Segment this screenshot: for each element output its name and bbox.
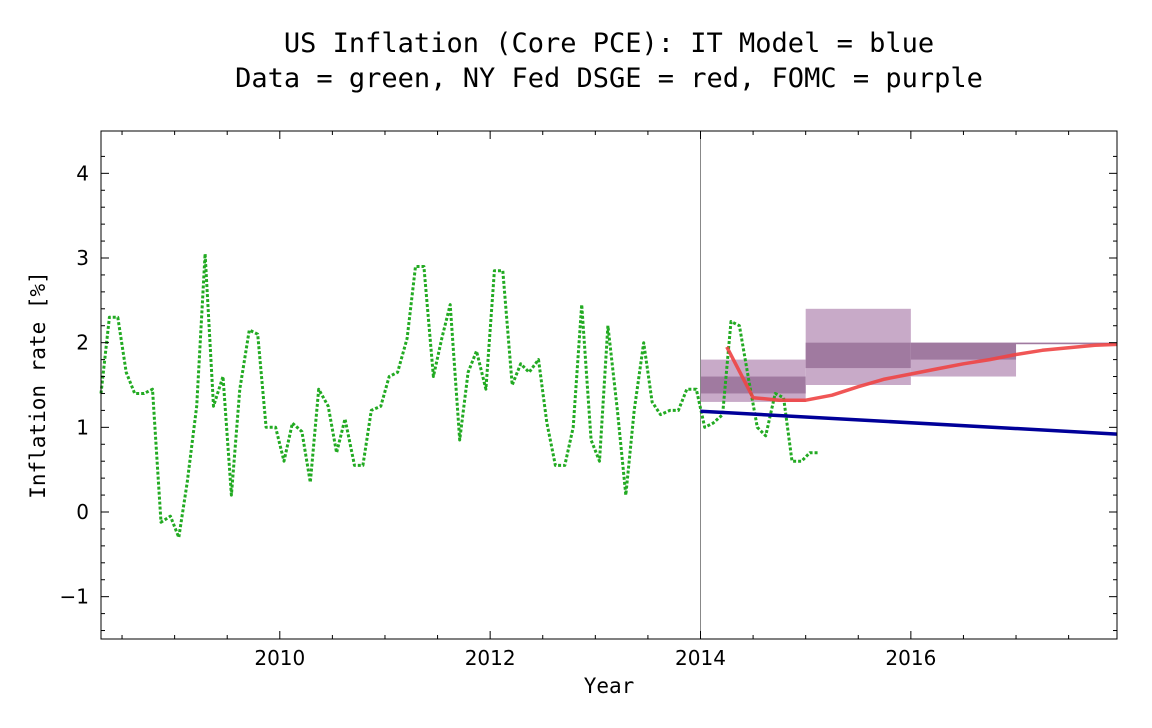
x-tick-label-2010: 2010 (254, 646, 305, 670)
chart-title-line-1: US Inflation (Core PCE): IT Model = blue (283, 28, 935, 59)
x-axis-label: Year (584, 674, 635, 698)
plot-frame (100, 130, 1118, 640)
ny-fed-dsge-line (725, 342, 1118, 402)
x-tick-label-2014: 2014 (675, 646, 726, 670)
y-axis-label: Inflation rate [%] (26, 271, 50, 499)
y-tick-label-4: 4 (76, 161, 89, 185)
y-tick-label-0: 0 (76, 500, 89, 524)
data-series-line (99, 252, 819, 539)
x-tick-label-2016: 2016 (885, 646, 936, 670)
x-tick-label-2012: 2012 (465, 646, 516, 670)
series-lines (99, 252, 1118, 539)
fomc-ranges (700, 308, 1117, 402)
y-tick-label-2: 2 (76, 331, 89, 355)
fomc-central-tendency-2 (910, 342, 1017, 360)
fomc-central-tendency-3 (1016, 342, 1117, 345)
y-axis: −1 0 1 2 3 4 (60, 155, 1117, 632)
x-axis: 2010 2012 2014 2016 (121, 131, 1070, 670)
fomc-central-tendency-0 (700, 376, 806, 394)
y-tick-label-1: 1 (76, 415, 89, 439)
chart-title-line-2: Data = green, NY Fed DSGE = red, FOMC = … (235, 63, 983, 94)
it-model-line (700, 409, 1118, 436)
fomc-central-tendency-1 (805, 342, 911, 369)
y-tick-label-3: 3 (76, 246, 89, 270)
y-tick-label--1: −1 (60, 585, 89, 609)
